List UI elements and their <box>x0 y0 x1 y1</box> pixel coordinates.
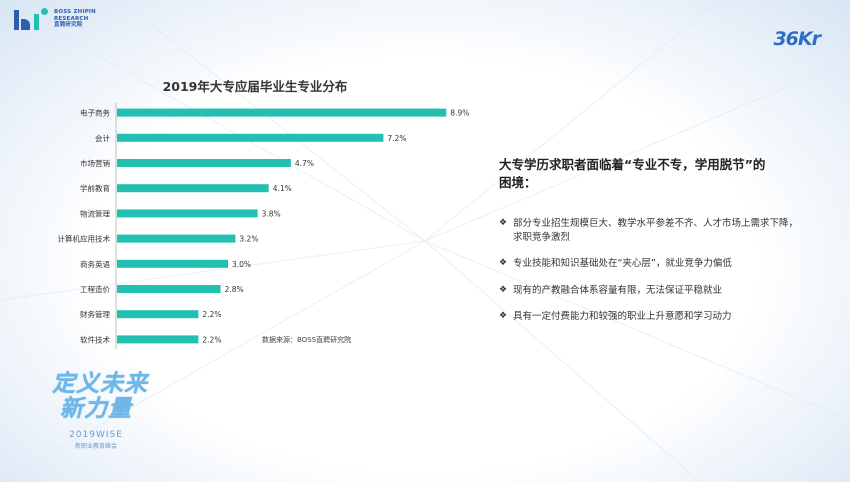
diamond-bullet-icon: ❖ <box>499 284 508 295</box>
category-label: 物流管理 <box>80 208 110 218</box>
brand-line-2: RESEARCH <box>54 15 89 22</box>
value-label: 3.0% <box>232 260 251 269</box>
insight-bullet: ❖ 现有的产教融合体系容量有限，无法保证平稳就业 <box>499 284 799 298</box>
partner-logo-36kr: 36Kr <box>773 28 821 50</box>
value-label: 7.2% <box>387 134 406 143</box>
bar <box>117 108 447 117</box>
event-logo: 定义未来 新力量 2019WISE 新职业教育峰会 <box>52 371 162 451</box>
bar <box>117 335 199 344</box>
category-label: 电子商务 <box>80 108 110 118</box>
event-subtitle: 新职业教育峰会 <box>74 443 117 450</box>
insight-bullet-text: 专业技能和知识基础处在“夹心层”，就业竞争力偏低 <box>513 258 732 269</box>
insight-headline: 大专学历求职者面临着“专业不专，学用脱节”的困境： <box>499 157 766 190</box>
insight-bullet-text: 具有一定付费能力和较强的职业上升意愿和学习动力 <box>513 311 732 322</box>
category-label: 学前教育 <box>80 183 110 193</box>
event-name: 2019WISE <box>69 430 123 440</box>
boss-logo-icon <box>14 8 48 30</box>
chart-title: 2019年大专应届毕业生专业分布 <box>162 79 348 94</box>
bar <box>117 285 221 293</box>
insight-bullets: ❖ 部分专业招生规模巨大、教学水平参差不齐、人才市场上需求下降，求职竞争激烈 ❖ 专业… <box>499 217 799 337</box>
bar <box>117 159 291 167</box>
diamond-bullet-icon: ❖ <box>499 258 508 268</box>
value-label: 2.2% <box>202 335 221 344</box>
boss-research-logo: BOSS ZHIPIN RESEARCH 直聘研究院 <box>14 8 96 30</box>
value-label: 3.2% <box>239 235 258 244</box>
bar <box>117 184 269 193</box>
bar <box>117 259 228 268</box>
category-label: 软件技术 <box>80 334 110 344</box>
value-label: 8.9% <box>450 109 469 118</box>
insight-bullet: ❖ 部分专业招生规模巨大、教学水平参差不齐、人才市场上需求下降，求职竞争激烈 <box>499 217 799 244</box>
bar-chart: 电子商务 8.9% 会计 7.2% 市场营销 4.7% 学前教育 4.1% 物流管理 3.8% 计算… <box>58 103 469 349</box>
brand-line-3: 直聘研究院 <box>54 22 83 29</box>
insight-bullet: ❖ 专业技能和知识基础处在“夹心层”，就业竞争力偏低 <box>499 257 799 271</box>
insight-bullet-text: 部分专业招生规模巨大、教学水平参差不齐、人才市场上需求下降，求职竞争激烈 <box>513 218 799 243</box>
value-label: 2.2% <box>202 310 221 319</box>
category-label: 商务英语 <box>80 259 110 269</box>
diamond-bullet-icon: ❖ <box>499 218 508 228</box>
category-label: 计算机应用技术 <box>58 234 111 244</box>
event-logo-title-1: 定义未来 <box>52 371 148 397</box>
bar <box>117 133 384 142</box>
chart-source: 数据来源：BOSS直聘研究院 <box>262 336 352 344</box>
diamond-bullet-icon: ❖ <box>499 311 508 321</box>
event-logo-title-2: 新力量 <box>60 396 132 422</box>
bar <box>117 209 258 218</box>
category-label: 财务管理 <box>80 309 110 319</box>
value-label: 4.1% <box>273 184 292 193</box>
bar <box>117 310 199 319</box>
category-label: 工程造价 <box>80 284 110 294</box>
value-label: 2.8% <box>225 285 244 294</box>
value-label: 4.7% <box>295 159 314 168</box>
bar <box>117 234 236 243</box>
category-label: 市场营销 <box>80 158 110 168</box>
category-label: 会计 <box>95 133 110 143</box>
brand-line-1: BOSS ZHIPIN <box>54 9 96 16</box>
insight-bullet: ❖ 具有一定付费能力和较强的职业上升意愿和学习动力 <box>499 310 799 324</box>
value-label: 3.8% <box>262 209 281 218</box>
insight-bullet-text: 现有的产教融合体系容量有限，无法保证平稳就业 <box>513 284 723 296</box>
